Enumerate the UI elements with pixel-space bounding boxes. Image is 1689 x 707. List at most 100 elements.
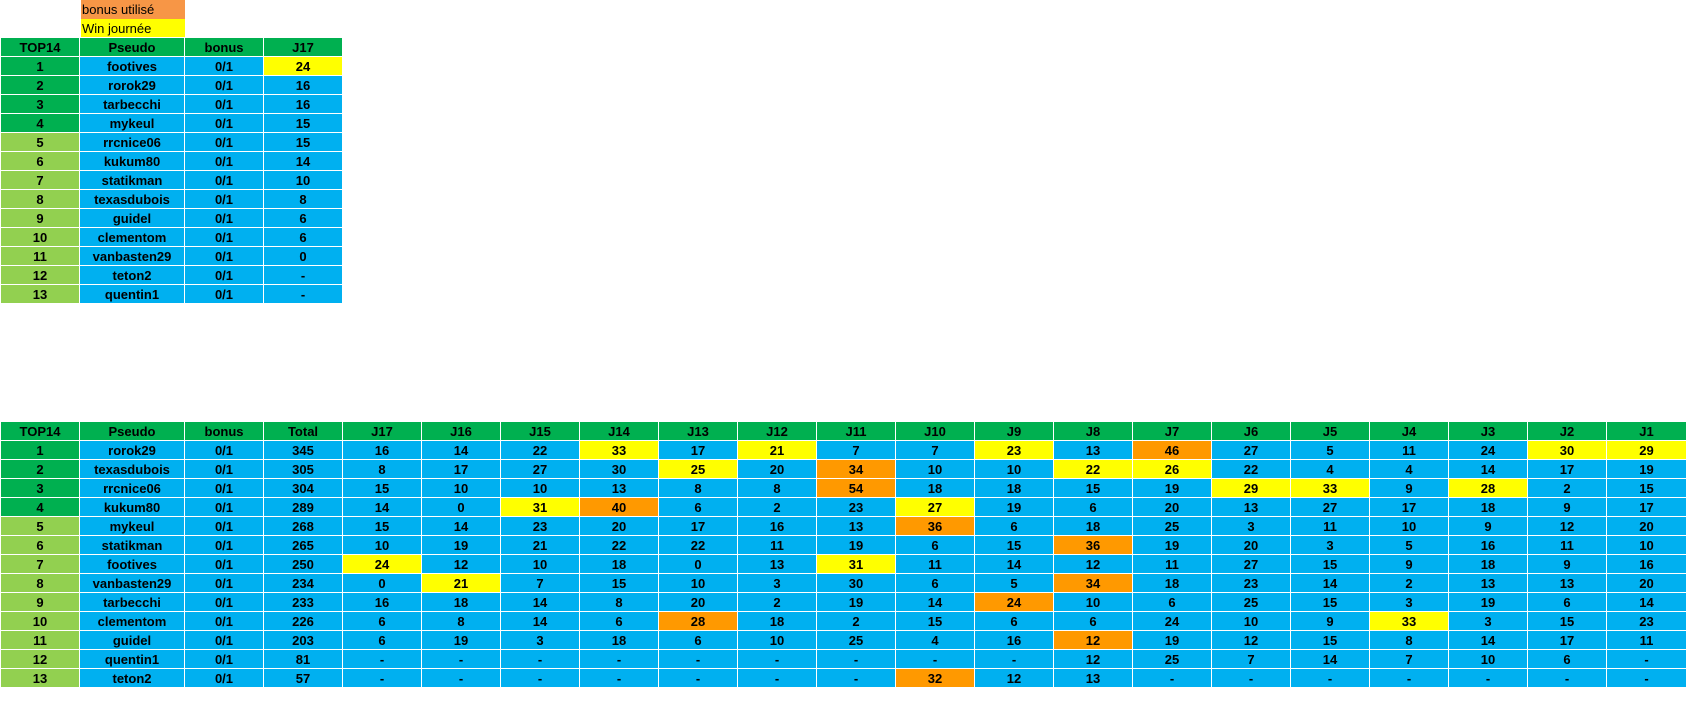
- rank-cell: 6: [0, 535, 80, 555]
- pseudo-cell: rrcnice06: [79, 478, 185, 498]
- pseudo-cell: teton2: [79, 265, 185, 285]
- score-cell: 8: [342, 459, 422, 479]
- score-cell: 24: [1448, 440, 1528, 460]
- score-cell: 4: [895, 630, 975, 650]
- score-cell: 18: [1132, 573, 1212, 593]
- score-cell: 10: [658, 573, 738, 593]
- bonus-cell: 0/1: [184, 170, 264, 190]
- score-cell: 12: [1053, 554, 1133, 574]
- score-cell: 11: [1132, 554, 1212, 574]
- pseudo-cell: rrcnice06: [79, 132, 185, 152]
- bonus-cell: 0/1: [184, 459, 264, 479]
- score-cell: 22: [658, 535, 738, 555]
- score-cell: 7: [1369, 649, 1449, 669]
- score-cell: 8: [658, 478, 738, 498]
- score-cell: 27: [1290, 497, 1370, 517]
- pseudo-cell: tarbecchi: [79, 592, 185, 612]
- score-cell: 8: [421, 611, 501, 631]
- score-cell: 14: [1290, 573, 1370, 593]
- rank-cell: 4: [0, 113, 80, 133]
- column-header: J8: [1053, 421, 1133, 441]
- score-cell: 23: [500, 516, 580, 536]
- score-cell: 30: [579, 459, 659, 479]
- score-cell: 36: [895, 516, 975, 536]
- score-cell: 18: [421, 592, 501, 612]
- score-cell: 15: [579, 573, 659, 593]
- score-cell: 30: [816, 573, 896, 593]
- score-cell: 8: [1369, 630, 1449, 650]
- score-cell: 11: [895, 554, 975, 574]
- score-cell: 23: [1606, 611, 1687, 631]
- rank-cell: 8: [0, 189, 80, 209]
- bonus-cell: 0/1: [184, 132, 264, 152]
- score-cell: 9: [1448, 516, 1528, 536]
- score-cell: 25: [658, 459, 738, 479]
- score-cell: 13: [816, 516, 896, 536]
- score-cell: 0: [263, 246, 343, 266]
- score-cell: 28: [658, 611, 738, 631]
- column-header: J11: [816, 421, 896, 441]
- bonus-cell: 0/1: [184, 56, 264, 76]
- score-cell: 14: [421, 440, 501, 460]
- score-cell: 25: [1211, 592, 1291, 612]
- score-cell: 20: [737, 459, 817, 479]
- pseudo-cell: mykeul: [79, 113, 185, 133]
- score-cell: 21: [421, 573, 501, 593]
- score-cell: 10: [974, 459, 1054, 479]
- score-cell: 19: [974, 497, 1054, 517]
- score-cell: 18: [1448, 554, 1528, 574]
- bonus-cell: 0/1: [184, 208, 264, 228]
- score-cell: 10: [500, 554, 580, 574]
- table-row: 1 rorok29 0/1 345 16 14 22 33 17 21 7 7 23 13 46 27 5 11 2…: [0, 440, 1687, 460]
- score-cell: 6: [1527, 592, 1607, 612]
- table-row: 3 tarbecchi 0/1 16: [0, 94, 343, 114]
- score-cell: 3: [1290, 535, 1370, 555]
- score-cell: -: [500, 649, 580, 669]
- column-header: J17: [263, 37, 343, 57]
- score-cell: 26: [1132, 459, 1212, 479]
- table-row: 2 texasdubois 0/1 305 8 17 27 30 25 20 34 10 10 22 26 2…: [0, 459, 1687, 479]
- rank-cell: 2: [0, 75, 80, 95]
- pseudo-cell: clementom: [79, 227, 185, 247]
- score-cell: 16: [263, 94, 343, 114]
- column-header: bonus: [184, 421, 264, 441]
- table-row: 5 rrcnice06 0/1 15: [0, 132, 343, 152]
- total-cell: 345: [263, 440, 343, 460]
- score-cell: 12: [974, 668, 1054, 688]
- score-cell: 17: [1606, 497, 1687, 517]
- bonus-cell: 0/1: [184, 478, 264, 498]
- score-cell: 16: [1606, 554, 1687, 574]
- score-cell: 2: [816, 611, 896, 631]
- score-cell: 14: [1606, 592, 1687, 612]
- score-cell: 22: [1053, 459, 1133, 479]
- rank-cell: 10: [0, 227, 80, 247]
- rank-cell: 12: [0, 265, 80, 285]
- column-header: J7: [1132, 421, 1212, 441]
- column-header: J5: [1290, 421, 1370, 441]
- header-row: TOP14 Pseudo bonus J17: [0, 37, 343, 57]
- column-header: J12: [737, 421, 817, 441]
- score-cell: 20: [658, 592, 738, 612]
- score-cell: 27: [895, 497, 975, 517]
- score-cell: 31: [816, 554, 896, 574]
- score-cell: 10: [263, 170, 343, 190]
- pseudo-cell: footives: [79, 554, 185, 574]
- score-cell: 23: [1211, 573, 1291, 593]
- total-cell: 226: [263, 611, 343, 631]
- score-cell: 3: [737, 573, 817, 593]
- column-header: J10: [895, 421, 975, 441]
- pseudo-cell: rorok29: [79, 440, 185, 460]
- table-row: 9 tarbecchi 0/1 233 16 18 14 8 20 2 19 14 24 10 6 25 15 3…: [0, 592, 1687, 612]
- score-cell: 0: [421, 497, 501, 517]
- score-cell: 2: [737, 497, 817, 517]
- score-cell: -: [816, 649, 896, 669]
- score-cell: 29: [1211, 478, 1291, 498]
- score-cell: -: [737, 668, 817, 688]
- score-cell: 6: [895, 573, 975, 593]
- score-cell: 20: [579, 516, 659, 536]
- rank-cell: 7: [0, 554, 80, 574]
- score-cell: 31: [500, 497, 580, 517]
- bonus-cell: 0/1: [184, 246, 264, 266]
- rank-cell: 4: [0, 497, 80, 517]
- score-cell: 19: [1132, 630, 1212, 650]
